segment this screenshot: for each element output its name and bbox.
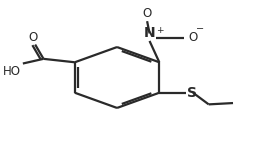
Text: O: O bbox=[28, 31, 37, 44]
Text: HO: HO bbox=[2, 65, 21, 78]
Text: O: O bbox=[188, 31, 198, 44]
Text: +: + bbox=[156, 26, 164, 35]
Text: S: S bbox=[187, 86, 197, 100]
Text: −: − bbox=[196, 24, 205, 34]
Text: N: N bbox=[144, 26, 155, 40]
Text: O: O bbox=[142, 7, 152, 20]
